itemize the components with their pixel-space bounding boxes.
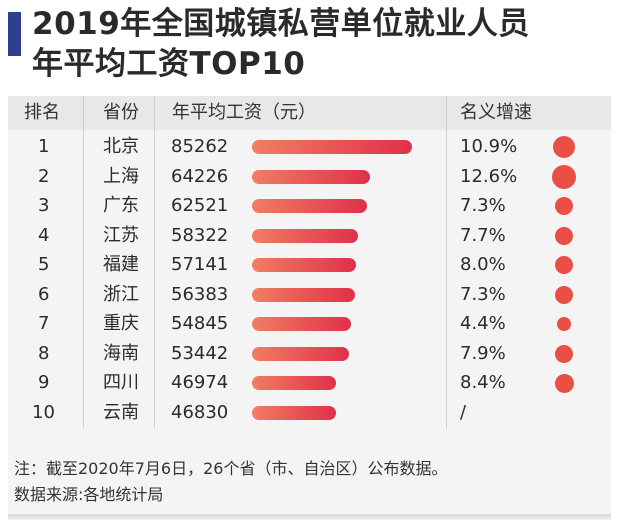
table-row: 10 云南 46830 / [8,398,611,428]
header-growth: 名义增速 [460,102,532,123]
salary-label: 58322 [171,224,229,246]
table-row: 1 北京 85262 10.9% [8,132,611,162]
growth-label: 7.3% [460,195,506,216]
salary-bar [252,258,356,272]
column-divider [83,96,84,428]
rank-label: 2 [38,165,50,187]
growth-label: 7.9% [460,342,506,364]
footnote-note: 注：截至2020年7月6日，26个省（市、自治区）公布数据。 [14,459,448,478]
province-label: 四川 [103,372,139,393]
province-label: 北京 [103,136,139,157]
salary-bar [252,376,336,390]
title-accent-bar [8,12,21,56]
salary-label: 64226 [171,165,229,187]
table-card [8,96,611,516]
header-rank: 排名 [24,102,60,123]
card-bottom-edge [8,514,611,520]
growth-label: 8.0% [460,254,506,275]
growth-label: 10.9% [460,136,518,157]
rank-label: 5 [38,254,50,275]
rank-label: 8 [38,342,50,364]
title-line-2: 年平均工资TOP10 [32,46,306,82]
growth-label: 4.4% [460,313,506,334]
salary-bar [252,169,370,184]
salary-label: 62521 [171,195,229,216]
header-province: 省份 [103,102,139,123]
table-row: 5 福建 57141 8.0% [8,250,611,280]
salary-bar [252,346,349,361]
column-divider [446,96,447,428]
province-label: 重庆 [103,313,139,334]
growth-dot [553,136,575,158]
table-row: 9 四川 46974 8.4% [8,368,611,398]
rank-label: 6 [38,283,50,305]
page-title: 2019年全国城镇私营单位就业人员 年平均工资TOP10 [32,4,530,84]
growth-label: 7.3% [460,283,506,305]
salary-label: 85262 [171,136,229,157]
growth-dot [557,317,571,331]
rank-label: 9 [38,372,50,393]
rank-label: 3 [38,195,50,216]
salary-bar [252,140,412,154]
growth-label: 8.4% [460,372,506,393]
salary-label: 54845 [171,313,229,334]
salary-label: 46830 [171,401,229,423]
title-line-1: 2019年全国城镇私营单位就业人员 [32,6,530,42]
table-row: 6 浙江 56383 7.3% [8,280,611,310]
province-label: 福建 [103,254,139,275]
growth-dot [555,344,573,363]
growth-dot [555,285,573,304]
province-label: 江苏 [103,224,139,246]
growth-dot [555,226,573,245]
growth-dot [555,197,573,215]
salary-label: 57141 [171,254,229,275]
province-label: 浙江 [103,283,139,305]
salary-bar [252,228,358,243]
rank-label: 10 [32,401,55,423]
growth-dot [552,164,576,189]
rank-label: 4 [38,224,50,246]
salary-bar [252,199,367,213]
growth-dot [554,373,574,393]
table-header: 排名 省份 年平均工资（元） 名义增速 [8,96,611,130]
column-divider [154,96,155,428]
salary-bar [252,317,351,331]
salary-label: 56383 [171,283,229,305]
table-row: 4 江苏 58322 7.7% [8,221,611,251]
rank-label: 7 [38,313,50,334]
growth-label: 12.6% [460,165,518,187]
header-salary: 年平均工资（元） [172,102,316,123]
province-label: 云南 [103,401,139,423]
growth-dot [555,256,573,274]
salary-label: 46974 [171,372,229,393]
table-row: 8 海南 53442 7.9% [8,339,611,369]
province-label: 上海 [103,165,139,187]
table-row: 2 上海 64226 12.6% [8,162,611,192]
province-label: 海南 [103,342,139,364]
salary-label: 53442 [171,342,229,364]
salary-bar [252,287,355,302]
province-label: 广东 [103,195,139,216]
growth-label: 7.7% [460,224,506,246]
growth-label: / [460,401,467,423]
salary-bar [252,405,336,420]
table-row: 3 广东 62521 7.3% [8,191,611,221]
rank-label: 1 [38,136,50,157]
footnote-source: 数据来源:各地统计局 [14,485,164,504]
table-row: 7 重庆 54845 4.4% [8,309,611,339]
